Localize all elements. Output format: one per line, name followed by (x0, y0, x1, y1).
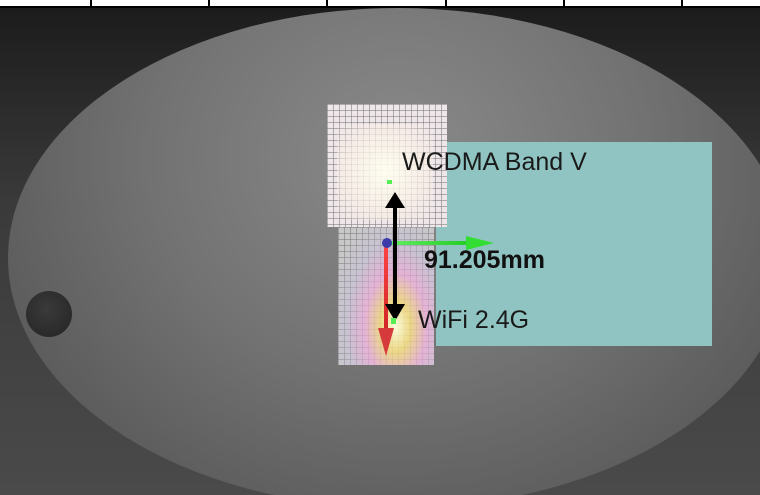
x-axis-arrow-icon[interactable] (386, 236, 494, 250)
scene-background (0, 8, 760, 495)
wcdma-field-hotspot (337, 124, 433, 220)
distance-label: 91.205mm (424, 246, 545, 274)
wcdma-label: WCDMA Band V (402, 148, 587, 176)
y-axis-arrow-icon[interactable] (378, 244, 394, 356)
wifi-label: WiFi 2.4G (418, 306, 530, 334)
top-ruler (0, 0, 760, 8)
double-arrow-icon[interactable] (385, 192, 405, 321)
marker-top (387, 180, 392, 184)
gizmo-overlay (378, 180, 494, 356)
mount-hole (26, 291, 72, 337)
origin-dot-icon[interactable] (382, 238, 392, 248)
marker-bottom (391, 318, 396, 324)
